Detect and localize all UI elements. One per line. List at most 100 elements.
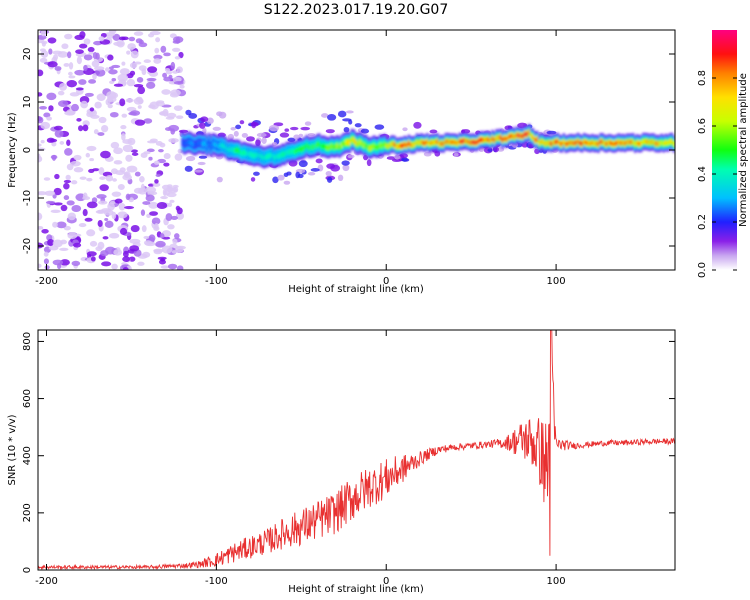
noise-blob [117,73,129,82]
ridge-cell [584,140,588,145]
ridge-cell [513,134,517,140]
noise-blob [175,205,181,211]
noise-blob [91,60,100,68]
ridge-cell [364,142,368,148]
figure-title: S122.2023.017.19.20.G07 [263,2,449,18]
ridge-blob [239,120,245,125]
noise-blob [86,177,93,182]
ridge-cell [271,152,274,158]
ridge-cell [411,142,415,148]
ridge-blob [343,126,350,133]
snr-y-tick-label: 400 [22,446,33,465]
ridge-blob [337,174,344,182]
ridge-cell [346,139,350,145]
ridge-cell [256,152,260,158]
noise-blob [44,265,50,270]
noise-blob [121,133,126,141]
ridge-blob [402,127,408,132]
ridge-cell [505,137,509,142]
ridge-cell [254,152,258,158]
ridge-cell [352,137,356,143]
ridge-cell [572,141,576,146]
noise-blob [145,186,157,194]
ridge-blob [246,136,255,142]
noise-blob [155,101,165,107]
ridge-cell [637,141,641,147]
noise-blob [92,52,98,59]
snr-frame [37,329,676,571]
noise-blob [108,232,120,239]
ridge-band [181,123,675,169]
noise-blob [137,86,146,95]
ridge-cell [415,139,419,145]
ridge-cell [216,143,219,149]
noise-blob [147,66,158,73]
ridge-cell [240,151,244,157]
ridge-cell [183,141,187,147]
noise-blob [63,182,70,190]
noise-blob [107,104,113,109]
noise-blob [111,211,117,220]
noise-blob [114,198,123,204]
ridge-cell [197,140,201,146]
ridge-blob [413,121,422,129]
ridge-blob [341,160,350,166]
noise-blob [60,204,68,212]
noise-blob [121,61,126,66]
ridge-cell [605,141,608,146]
snr-y-tick-label: 600 [22,389,33,408]
noise-blob [101,124,109,133]
ridge-cell [574,140,578,145]
noise-blob [146,81,156,89]
ridge-cell [375,144,378,151]
noise-blob [51,141,57,147]
ridge-cell [485,137,488,142]
noise-blob [161,89,171,95]
noise-blob [109,111,119,118]
ridge-cell [334,144,337,150]
noise-blob [38,155,43,163]
ridge-blob [342,118,352,122]
noise-blob [167,263,178,270]
ridge-cell [493,138,496,143]
ridge-cell [317,141,321,147]
noise-blob [122,267,129,270]
noise-blob [130,224,140,233]
noise-blob [113,249,123,256]
spectrogram-y-tick-label: 0 [22,147,33,153]
ridge-blob [345,110,354,114]
noise-blob [53,187,62,196]
noise-blob [163,76,173,82]
noise-blob [149,211,159,216]
ridge-cell [358,139,362,145]
noise-blob [155,173,161,177]
noise-blob [86,201,98,209]
ridge-cell [464,138,468,144]
ridge-cell [287,149,290,155]
noise-blob [148,183,155,187]
noise-blob [138,42,148,48]
ridge-cell [603,141,606,146]
noise-blob [73,154,82,161]
noise-blob [78,79,87,85]
ridge-cell [562,139,566,145]
ridge-cell [462,138,466,143]
ridge-cell [220,142,223,148]
ridge-cell [405,143,409,148]
noise-blob [136,77,144,83]
noise-blob [94,101,102,109]
noise-blob [73,242,82,248]
ridge-blob [241,132,248,138]
noise-blob [39,48,46,52]
ridge-cell [236,147,240,153]
ridge-cell [611,141,615,147]
ridge-cell [425,139,429,144]
ridge-cell [525,132,529,137]
ridge-cell [291,148,295,154]
ridge-cell [399,143,403,148]
noise-blob [174,153,183,161]
ridge-cell [385,143,388,148]
ridge-cell [476,139,480,144]
ridge-cell [568,140,572,145]
